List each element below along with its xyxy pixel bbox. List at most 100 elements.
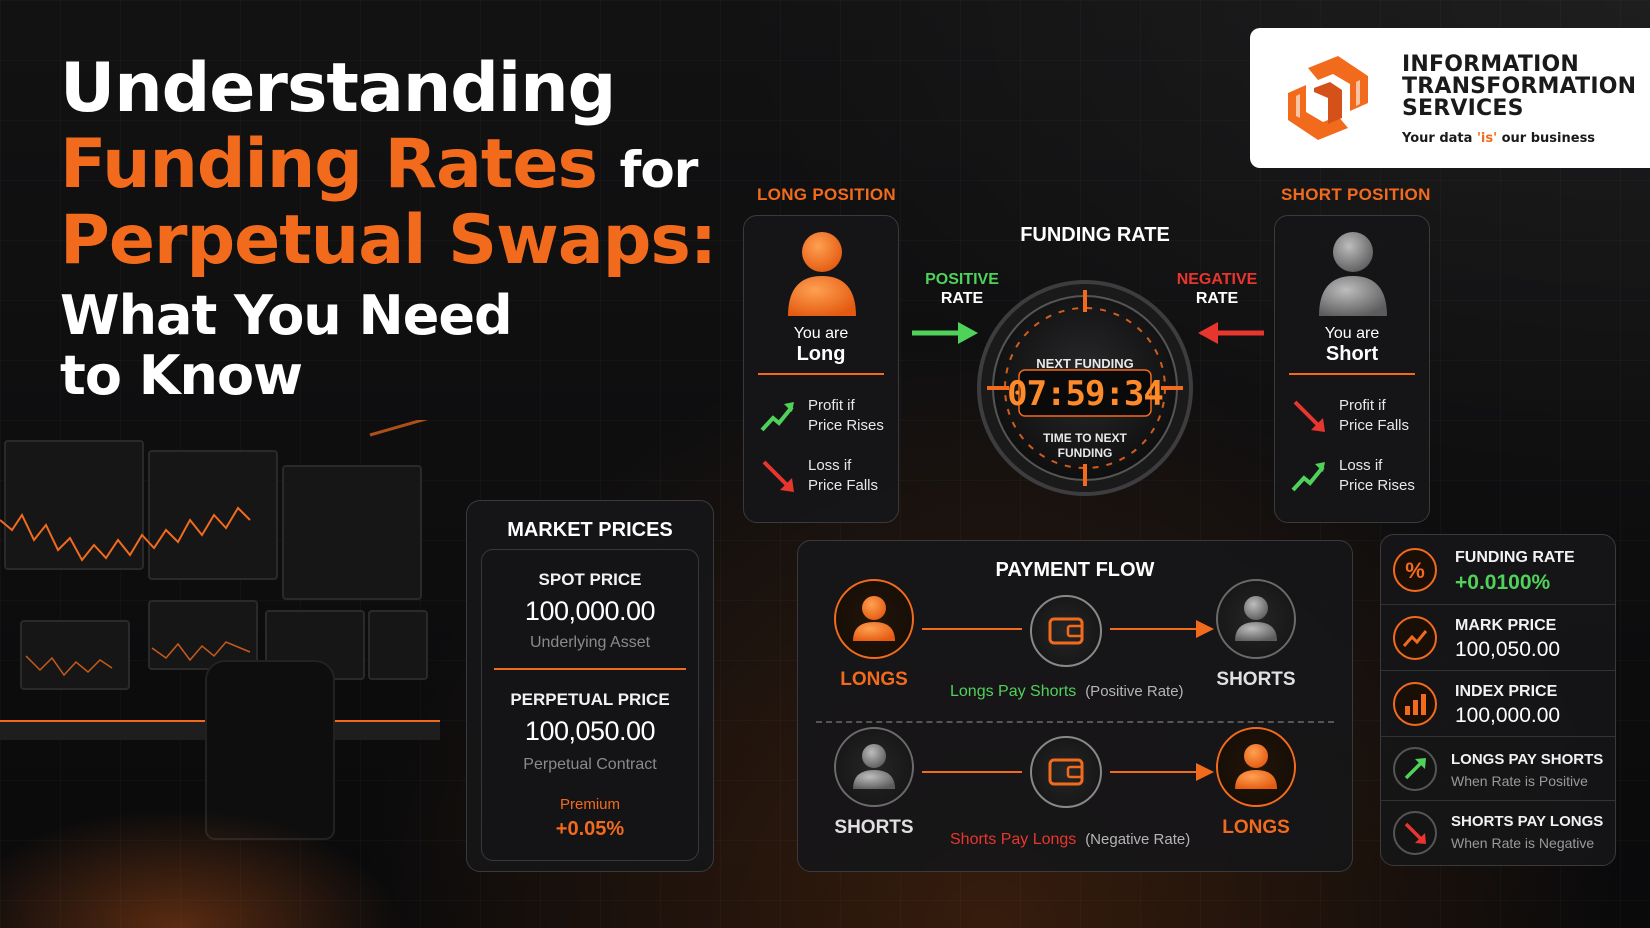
short-profit-item: Profit if Price Falls — [1289, 394, 1419, 440]
time-to-next-funding-label: TIME TO NEXT FUNDING — [975, 431, 1195, 461]
spot-price-value: 100,000.00 — [524, 596, 656, 626]
percent-icon: % — [1393, 548, 1437, 592]
headline: Understanding Funding Rates for Perpetua… — [60, 55, 720, 403]
long-loss-text-a: Loss if — [808, 457, 852, 474]
dial-ring-icon — [977, 280, 1193, 496]
monitor-low-1 — [20, 620, 130, 690]
funding-rate-metric-value: +0.0100% — [1455, 571, 1551, 594]
long-profit-item: Profit if Price Rises — [758, 394, 888, 440]
company-name-line-1: INFORMATION — [1402, 52, 1579, 77]
shorts-person-icon — [853, 744, 895, 789]
tagline-part-2: our business — [1497, 131, 1596, 146]
payment-flow-title: PAYMENT FLOW — [995, 559, 1155, 581]
market-prices-title: MARKET PRICES — [507, 519, 673, 541]
spot-price-sub: Underlying Asset — [529, 634, 651, 651]
metric-shorts-pay-longs: SHORTS PAY LONGS When Rate is Negative — [1381, 801, 1615, 865]
negative-rate-label-b: RATE — [1195, 290, 1239, 307]
funding-rate-metric-label: FUNDING RATE — [1455, 549, 1575, 566]
headline-line-4: What You Need — [60, 284, 513, 347]
payment-flow-panel: PAYMENT FLOW LONGS SHORTS Longs Pay Shor… — [797, 540, 1353, 872]
bottom-flow-arrowhead-icon — [1196, 763, 1214, 781]
short-loss-text-a: Loss if — [1339, 457, 1383, 474]
bottom-flow-line-2 — [1110, 771, 1200, 773]
long-position-card: You are Long Profit if Price Rises Loss i… — [743, 215, 899, 523]
long-loss-text-b: Price Falls — [808, 477, 879, 494]
short-profit-text-b: Price Falls — [1339, 417, 1410, 434]
arrow-down-right-icon — [1393, 811, 1437, 855]
negative-rate-label-a: NEGATIVE — [1176, 271, 1258, 288]
metric-mark-price: MARK PRICE 100,050.00 — [1381, 605, 1615, 671]
long-loss-item: Loss if Price Falls — [758, 454, 888, 500]
short-loss-text-b: Price Rises — [1339, 477, 1415, 494]
top-flow-caption: Longs Pay Shorts (Positive Rate) — [950, 683, 1184, 701]
negative-rate-label: NEGATIVE RATE — [1172, 270, 1262, 308]
longs-receiver-circle — [1216, 727, 1296, 807]
longs-person-icon — [853, 596, 895, 641]
wallet-icon — [1048, 617, 1084, 645]
payment-flow-divider — [816, 721, 1334, 723]
company-logo-card: INFORMATION TRANSFORMATION SERVICES Your… — [1250, 28, 1650, 168]
positive-rate-label-a: POSITIVE — [925, 271, 999, 288]
monitor-right — [282, 465, 422, 600]
company-name: INFORMATION TRANSFORMATION SERVICES — [1402, 54, 1636, 120]
metric-index-price: INDEX PRICE 100,000.00 — [1381, 671, 1615, 737]
time-to-next-label-b: FUNDING — [1057, 446, 1113, 460]
short-person-icon — [1319, 232, 1387, 316]
market-prices-separator — [494, 668, 686, 670]
perpetual-price-sub: Perpetual Contract — [523, 756, 657, 773]
short-role: Short — [1325, 343, 1379, 365]
long-profit-text-b: Price Rises — [808, 417, 884, 434]
long-you-are: You are Long — [744, 324, 898, 364]
monitor-low-4 — [368, 610, 428, 680]
bottom-flow-line-1 — [922, 771, 1022, 773]
bar-chart-icon — [1393, 682, 1437, 726]
long-role: Long — [796, 343, 846, 365]
trend-up-icon — [760, 402, 794, 432]
top-flow-line-1 — [922, 628, 1022, 630]
price-chart-illustration — [0, 420, 428, 677]
funding-rate-title: FUNDING RATE — [1020, 224, 1170, 246]
long-separator — [758, 373, 884, 375]
metric-longs-pay-shorts: LONGS PAY SHORTS When Rate is Positive — [1381, 737, 1615, 801]
company-name-line-2: TRANSFORMATION — [1402, 74, 1637, 99]
short-position-label: SHORT POSITION — [1281, 185, 1431, 204]
bottom-from-name: SHORTS — [834, 817, 914, 838]
next-funding-label: NEXT FUNDING — [1036, 356, 1134, 371]
company-tagline: Your data 'is' our business — [1402, 131, 1595, 146]
metric-funding-rate: % FUNDING RATE +0.0100% — [1381, 535, 1615, 605]
long-profit-text-a: Profit if — [808, 397, 855, 414]
top-flow-arrowhead-icon — [1196, 620, 1214, 638]
spot-price-label: SPOT PRICE — [538, 570, 642, 589]
short-profit-text-a: Profit if — [1339, 397, 1386, 414]
trend-chart-icon — [1393, 616, 1437, 660]
long-position-label: LONG POSITION — [757, 185, 896, 204]
metrics-panel: % FUNDING RATE +0.0100% MARK PRICE 100,0… — [1380, 534, 1616, 866]
trend-down-icon — [1293, 400, 1325, 432]
bottom-wallet-circle — [1030, 736, 1102, 808]
longs-person-icon — [1235, 744, 1277, 789]
funding-countdown-time: 07:59:34 — [1007, 374, 1164, 414]
trend-down-icon — [762, 460, 794, 492]
long-person-icon — [788, 232, 856, 316]
premium-value: +0.05% — [555, 818, 625, 840]
funding-countdown-dial: NEXT FUNDING 07:59:34 TIME TO NEXT FUNDI… — [975, 278, 1195, 498]
perpetual-price-label: PERPETUAL PRICE — [510, 690, 670, 709]
wallet-icon — [1048, 758, 1084, 786]
shorts-pay-longs-sub: When Rate is Negative — [1451, 835, 1595, 851]
top-flow-caption-text: Longs Pay Shorts — [950, 683, 1077, 700]
svg-text:%: % — [1405, 558, 1425, 583]
positive-rate-label: POSITIVE RATE — [918, 270, 1006, 308]
short-loss-item: Loss if Price Rises — [1289, 454, 1419, 500]
shorts-person-icon — [1235, 596, 1277, 641]
premium-label: Premium — [559, 796, 620, 813]
bottom-flow-caption-text: Shorts Pay Longs — [950, 831, 1077, 848]
trend-up-icon — [1291, 462, 1325, 492]
longs-pay-shorts-label: LONGS PAY SHORTS — [1451, 751, 1604, 768]
short-you-are-text: You are — [1324, 325, 1380, 342]
company-logo-mark-icon — [1288, 56, 1368, 140]
negative-rate-arrow-icon — [1198, 322, 1264, 344]
positive-rate-label-b: RATE — [940, 290, 984, 307]
top-wallet-circle — [1030, 595, 1102, 667]
headline-line-5: to Know — [60, 344, 303, 407]
headline-for: for — [619, 141, 699, 199]
